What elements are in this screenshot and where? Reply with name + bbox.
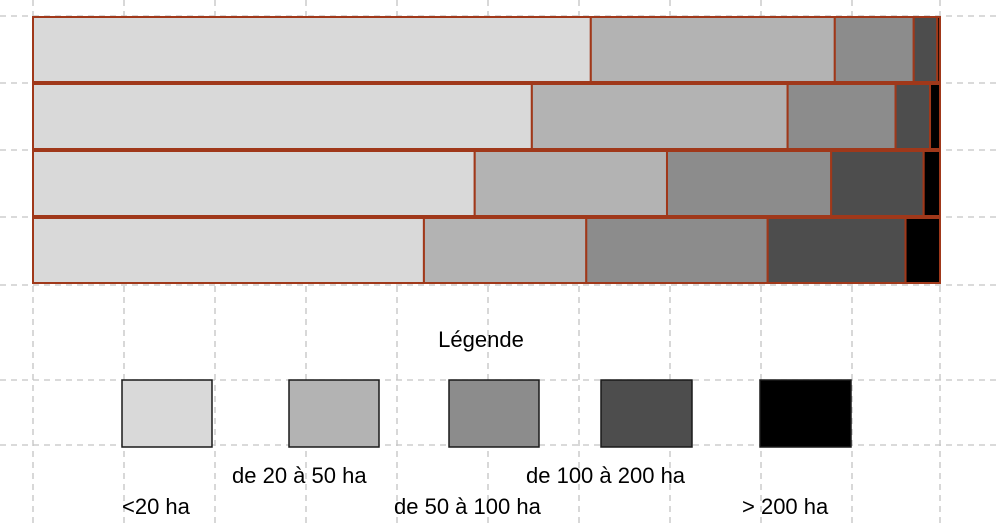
- legend-label: de 20 à 50 ha: [232, 463, 367, 488]
- legend-swatch: [449, 380, 539, 447]
- legend-swatch: [760, 380, 851, 447]
- bar-segment: [475, 151, 667, 216]
- bar-segment: [788, 84, 896, 149]
- bar-segment: [586, 218, 767, 283]
- bar-segment: [930, 84, 940, 149]
- bar-segment: [835, 17, 914, 82]
- bar-segment: [768, 218, 906, 283]
- legend-title: Légende: [438, 327, 524, 352]
- bar-segment: [937, 17, 940, 82]
- bar-segment: [33, 17, 591, 82]
- legend-swatch: [601, 380, 692, 447]
- bar-segment: [924, 151, 940, 216]
- bars: [33, 17, 940, 283]
- bar-segment: [532, 84, 788, 149]
- bar-segment: [906, 218, 940, 283]
- bar-segment: [667, 151, 831, 216]
- legend-label: de 50 à 100 ha: [394, 494, 542, 519]
- bar-segment: [831, 151, 924, 216]
- bar-segment: [914, 17, 938, 82]
- bar-segment: [591, 17, 835, 82]
- bar-segment: [424, 218, 586, 283]
- bar-segment: [33, 218, 424, 283]
- legend: Légende <20 ha de 20 à 50 ha de 50 à 100 h…: [122, 327, 851, 519]
- legend-swatch: [122, 380, 212, 447]
- legend-swatch: [289, 380, 379, 447]
- bar-segment: [33, 84, 532, 149]
- bar-segment: [896, 84, 930, 149]
- legend-label: <20 ha: [122, 494, 191, 519]
- legend-label: de 100 à 200 ha: [526, 463, 686, 488]
- legend-label: > 200 ha: [742, 494, 829, 519]
- bar-segment: [33, 151, 475, 216]
